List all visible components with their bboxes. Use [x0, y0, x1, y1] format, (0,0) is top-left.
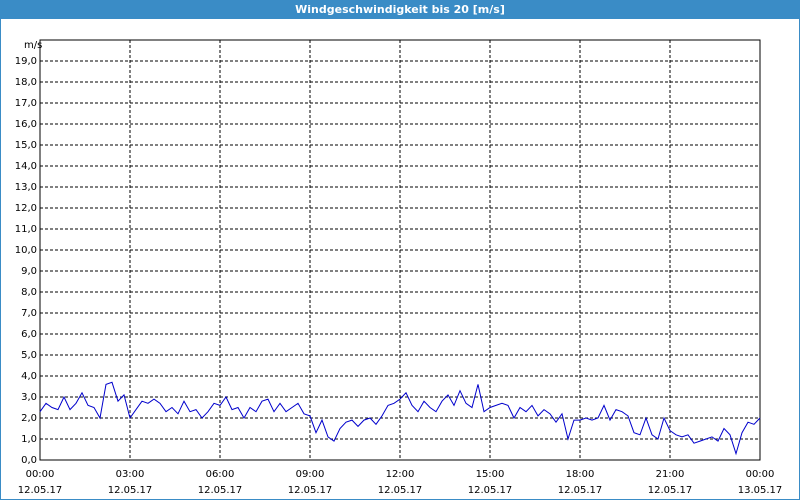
y-tick-label: 1,0: [21, 434, 37, 445]
y-tick-label: 8,0: [21, 287, 37, 298]
y-tick-label: 14,0: [15, 161, 37, 172]
y-tick-label: 16,0: [15, 119, 37, 130]
y-tick-label: 0,0: [21, 455, 37, 466]
x-tick-date: 12.05.17: [558, 485, 603, 496]
x-tick-date: 12.05.17: [468, 485, 513, 496]
y-tick-label: 15,0: [15, 140, 37, 151]
x-tick-date: 12.05.17: [648, 485, 693, 496]
x-tick-date: 12.05.17: [288, 485, 333, 496]
y-tick-label: 2,0: [21, 413, 37, 424]
x-tick-date: 13.05.17: [738, 485, 783, 496]
x-tick-label: 00:00: [746, 469, 775, 480]
y-tick-label: 17,0: [15, 98, 37, 109]
x-tick-label: 18:00: [566, 469, 595, 480]
x-tick-label: 00:00: [26, 469, 55, 480]
x-tick-label: 21:00: [656, 469, 685, 480]
x-tick-label: 06:00: [206, 469, 235, 480]
data-line: [39, 381, 761, 456]
y-axis-label: m/s: [24, 40, 42, 51]
x-tick-date: 12.05.17: [18, 485, 63, 496]
y-tick-label: 19,0: [15, 56, 37, 67]
x-tick-label: 09:00: [296, 469, 325, 480]
y-tick-label: 7,0: [21, 308, 37, 319]
x-tick-label: 15:00: [476, 469, 505, 480]
y-tick-label: 4,0: [21, 371, 37, 382]
y-tick-label: 9,0: [21, 266, 37, 277]
x-tick-label: 03:00: [116, 469, 145, 480]
x-tick-date: 12.05.17: [198, 485, 243, 496]
y-tick-label: 18,0: [15, 77, 37, 88]
y-tick-label: 3,0: [21, 392, 37, 403]
y-tick-label: 11,0: [15, 224, 37, 235]
x-tick-label: 12:00: [386, 469, 415, 480]
x-tick-date: 12.05.17: [378, 485, 423, 496]
y-tick-label: 13,0: [15, 182, 37, 193]
x-tick-date: 12.05.17: [108, 485, 153, 496]
y-tick-label: 12,0: [15, 203, 37, 214]
y-tick-label: 5,0: [21, 350, 37, 361]
y-tick-label: 6,0: [21, 329, 37, 340]
y-tick-label: 10,0: [15, 245, 37, 256]
title-bar: Windgeschwindigkeit bis 20 [m/s]: [1, 1, 799, 19]
